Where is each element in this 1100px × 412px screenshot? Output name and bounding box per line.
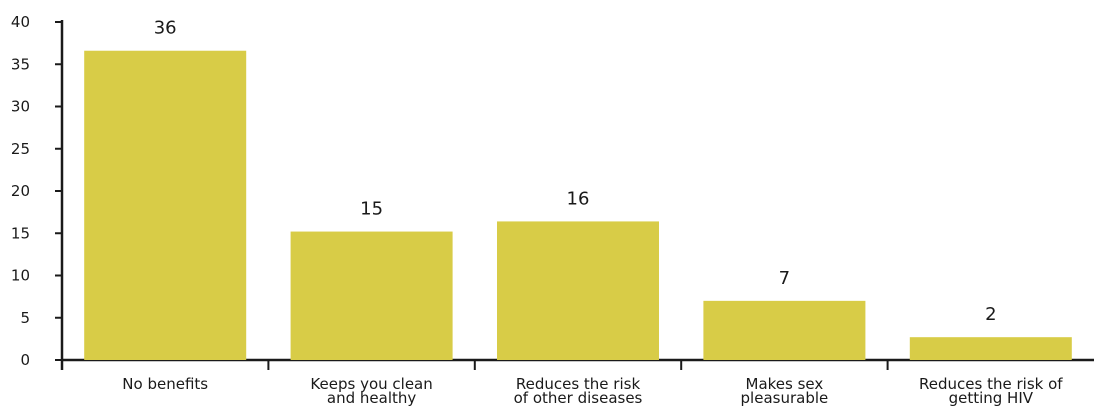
bar (909, 337, 1072, 360)
data-label: 16 (567, 188, 590, 209)
category-label: of other diseases (514, 389, 643, 407)
data-label: 36 (154, 18, 177, 39)
category-label: pleasurable (741, 389, 829, 407)
y-tick-label: 0 (20, 351, 30, 369)
y-tick-label: 35 (11, 55, 30, 73)
bar (290, 231, 453, 360)
category-label: Keeps you clean (310, 375, 432, 393)
data-label: 2 (985, 304, 996, 325)
y-tick-label: 25 (11, 140, 30, 158)
category-label: Reduces the risk of (919, 375, 1063, 393)
bar (497, 221, 659, 360)
data-labels: 36 15 16 7 2 (154, 18, 997, 325)
y-axis: 0 5 10 15 20 25 30 35 40 (11, 13, 64, 370)
y-tick-label: 5 (20, 309, 30, 327)
y-tick-label: 20 (11, 182, 30, 200)
category-label: Reduces the risk (516, 375, 641, 393)
y-tick-label: 15 (11, 224, 30, 242)
category-label: getting HIV (949, 389, 1034, 407)
y-tick-label: 10 (11, 267, 30, 285)
y-tick-label: 40 (11, 13, 30, 31)
data-label: 15 (360, 199, 383, 220)
y-tick-label: 30 (11, 98, 30, 116)
category-label: and healthy (327, 389, 416, 407)
category-label: Makes sex (746, 375, 824, 393)
data-label: 7 (779, 268, 790, 289)
bars (84, 50, 1072, 360)
x-axis (62, 358, 1094, 370)
category-label: No benefits (122, 375, 208, 393)
bar (84, 50, 247, 360)
bar (703, 300, 866, 360)
